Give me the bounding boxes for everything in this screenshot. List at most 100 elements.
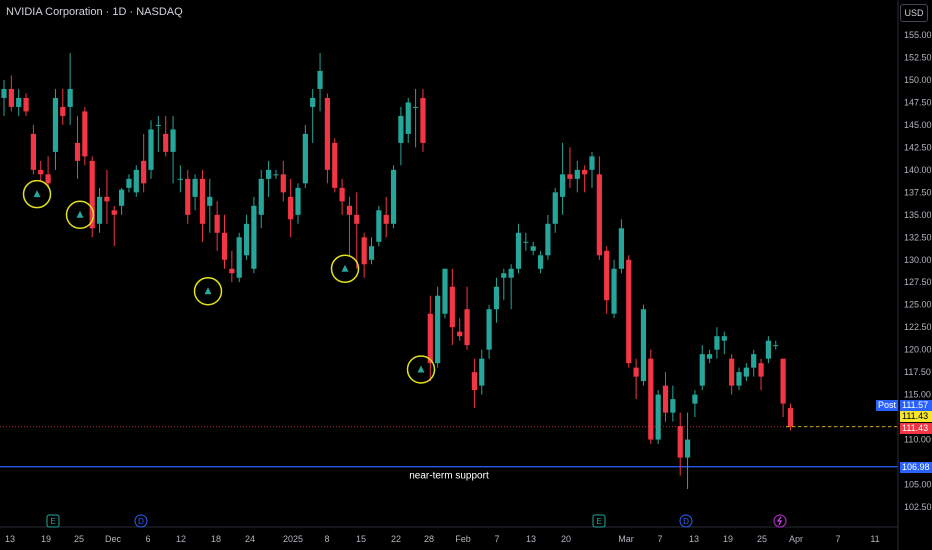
dividend-icon[interactable] [134, 514, 148, 528]
candle-body [38, 169, 44, 175]
candle-body [317, 70, 323, 89]
candle-body [721, 336, 727, 341]
price-tick-label: 142.50 [904, 142, 932, 152]
candle-body [751, 354, 757, 368]
earnings-icon[interactable] [46, 514, 60, 528]
candle-body [508, 268, 514, 278]
candle-body [266, 169, 272, 179]
candle-body [16, 97, 22, 107]
candle-body [582, 169, 588, 175]
candle-body [773, 345, 779, 347]
price-tick-label: 132.50 [904, 232, 932, 242]
candle-body [662, 385, 669, 413]
buy-arrow-icon [33, 190, 41, 198]
price-axis[interactable]: 155.00 152.50 150.00 147.50 145.00 142.50 140.… [904, 30, 932, 512]
candle-body [655, 394, 661, 440]
candle-body [148, 129, 154, 170]
chart-title: NVIDIA Corporation · 1D · NASDAQ [6, 6, 183, 18]
candle-body [376, 210, 382, 242]
candle-body [199, 178, 206, 224]
candle-body [74, 142, 81, 161]
candle-body [479, 358, 485, 386]
candle-body [346, 205, 353, 215]
candle-body [52, 97, 59, 152]
candle-body [273, 174, 279, 176]
candle-body [692, 394, 698, 404]
candle-body [302, 133, 308, 184]
post-market-price-tag: 111.57 [900, 399, 932, 411]
price-tick-label: 125.00 [904, 300, 932, 310]
candle-body [457, 331, 463, 337]
candle-body [258, 178, 264, 215]
candle-body [177, 178, 183, 180]
candle-body [170, 129, 176, 152]
time-tick-label: 15 [356, 534, 366, 544]
time-tick-label: 7 [657, 534, 662, 544]
candle-body [133, 169, 139, 193]
candle-body [339, 187, 345, 202]
candle-body [758, 363, 764, 377]
candle-body [243, 223, 250, 256]
time-tick-label: 20 [561, 534, 571, 544]
currency-button[interactable]: USD [900, 4, 928, 22]
time-tick-label: 28 [424, 534, 434, 544]
candle-body [677, 426, 683, 458]
dividend-icon[interactable] [679, 514, 693, 528]
post-market-label: Post [876, 399, 899, 411]
price-tick-label: 150.00 [904, 75, 932, 85]
candle-body [310, 97, 316, 107]
price-tick-label: 152.50 [904, 52, 932, 62]
event-letter: D [683, 517, 689, 526]
candle-body [89, 160, 95, 229]
candle-body [405, 102, 411, 134]
candle-body [155, 124, 161, 126]
candle-body [229, 268, 235, 274]
candle-body [324, 97, 330, 170]
candle-body [295, 187, 301, 215]
candle-body [486, 309, 492, 350]
time-tick-label: Mar [618, 534, 634, 544]
candle-body [435, 295, 441, 364]
earnings-icon[interactable] [592, 514, 606, 528]
price-tick-label: 102.50 [904, 502, 932, 512]
candle-body [96, 196, 103, 224]
candle-body [141, 160, 147, 184]
price-tick-label: 117.50 [904, 367, 931, 377]
candle-body [574, 169, 580, 179]
candle-body [736, 372, 742, 386]
candle-body [413, 106, 419, 108]
split-icon[interactable] [773, 514, 787, 528]
candle-body [1, 88, 7, 98]
price-tick-label: 147.50 [904, 97, 932, 107]
candle-body [537, 255, 544, 269]
time-tick-label: Dec [105, 534, 122, 544]
price-tick-label: 140.00 [904, 165, 932, 175]
annotation-circle [406, 355, 436, 384]
candle-body [185, 178, 191, 215]
candle-body [111, 210, 117, 215]
candle-body [523, 241, 529, 243]
candle-body [743, 367, 749, 377]
candle-body [354, 214, 360, 224]
candle-body [640, 309, 647, 382]
candle-body [670, 399, 676, 413]
time-axis[interactable]: 13 19 25 Dec 6 12 18 24 2025 8 15 22 28 Feb 7 13 20 Mar 7 1… [0, 526, 898, 544]
price-tick-label: 137.50 [904, 187, 932, 197]
candle-body [398, 115, 404, 143]
time-tick-label: 24 [245, 534, 255, 544]
candle-body [560, 174, 566, 197]
candle-body [729, 358, 735, 386]
time-tick-label: 22 [391, 534, 401, 544]
candle-body [707, 354, 713, 359]
candle-body [552, 192, 558, 224]
candle-body [618, 228, 624, 269]
candle-body [280, 174, 286, 193]
candle-body [464, 309, 470, 346]
candle-body [545, 223, 551, 256]
candle-body [780, 358, 786, 404]
candle-body [104, 196, 110, 202]
candle-body [288, 196, 294, 220]
time-tick-label: 8 [324, 534, 329, 544]
candle-body [501, 273, 507, 278]
